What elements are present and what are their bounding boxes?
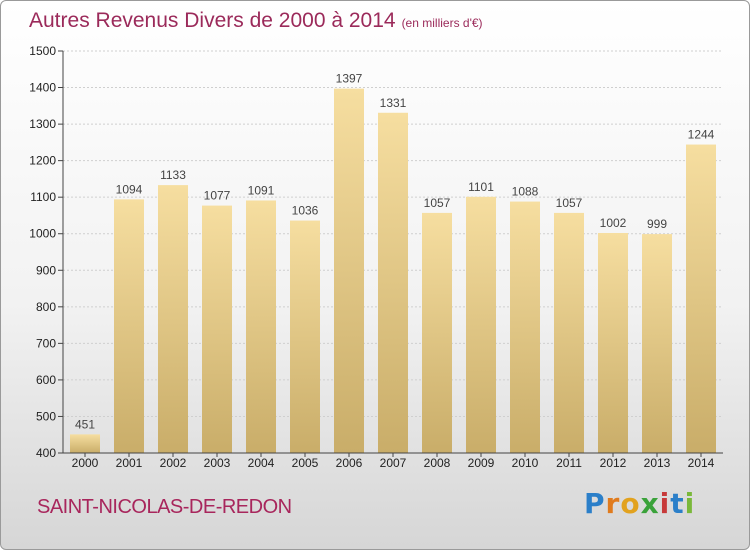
proxiti-logo: Proxiti	[584, 487, 695, 520]
bar-2005	[290, 220, 320, 453]
x-tick-label: 2012	[600, 456, 627, 470]
chart-title: Autres Revenus Divers de 2000 à 2014 (en …	[29, 9, 483, 33]
bar-2007	[378, 112, 408, 454]
data-label: 1331	[380, 96, 407, 110]
data-label: 1057	[424, 196, 451, 210]
x-tick-label: 2014	[688, 456, 715, 470]
y-tick-label: 400	[36, 446, 56, 460]
bar-2013	[642, 234, 672, 453]
data-label: 1094	[116, 182, 143, 196]
x-tick-label: 2002	[160, 456, 187, 470]
logo-letter: i	[659, 487, 671, 520]
place-name: SAINT-NICOLAS-DE-REDON	[37, 496, 292, 518]
bars	[70, 88, 716, 454]
y-tick-label: 1500	[29, 44, 56, 58]
bar-2006	[334, 88, 364, 453]
bar-2011	[554, 212, 584, 453]
y-tick-label: 700	[36, 336, 56, 350]
x-tick-label: 2001	[116, 456, 143, 470]
bar-2001	[114, 199, 144, 453]
logo-letter: P	[584, 487, 606, 520]
x-tick-label: 2008	[424, 456, 451, 470]
axes	[62, 51, 723, 457]
data-label: 999	[647, 217, 667, 231]
data-label: 1091	[248, 183, 275, 197]
x-tick-label: 2007	[380, 456, 407, 470]
bar-2012	[598, 232, 628, 453]
data-label: 451	[75, 417, 95, 431]
data-label: 1133	[160, 168, 186, 182]
chart-subtitle: (en milliers d'€)	[401, 16, 483, 30]
y-tick-label: 1000	[29, 227, 56, 241]
logo-letter: t	[670, 487, 685, 520]
data-label: 1057	[556, 196, 583, 210]
y-tick-label: 1200	[29, 154, 56, 168]
data-label: 1244	[688, 128, 715, 142]
x-tick-label: 2010	[512, 456, 539, 470]
bar-2010	[510, 201, 540, 453]
x-tick-labels: 2000 2001 2002 2003 2004 2005 2006 2007 2008 2009…	[72, 456, 715, 470]
logo-letter: x	[640, 487, 660, 520]
y-tick-label: 900	[36, 263, 56, 277]
data-label: 1101	[468, 180, 494, 194]
y-tick-label: 600	[36, 373, 56, 387]
x-tick-label: 2003	[204, 456, 231, 470]
bar-2009	[466, 196, 496, 454]
y-tick-labels: 400 500 600 700 800 900 1000 1100 1200 1300 1400 15…	[29, 44, 56, 460]
bar-2004	[246, 200, 276, 453]
logo-letter: i	[684, 487, 696, 520]
data-label: 1002	[600, 216, 627, 230]
bar-2002	[158, 185, 188, 453]
y-tick-label: 1100	[30, 190, 56, 204]
logo-letter: o	[620, 487, 641, 520]
logo-letter: r	[605, 487, 621, 520]
x-tick-label: 2009	[468, 456, 495, 470]
chart-title-text: Autres Revenus Divers de 2000 à 2014	[29, 9, 396, 32]
bar-2014	[686, 144, 716, 453]
x-tick-label: 2006	[336, 456, 363, 470]
data-label: 1397	[336, 72, 363, 86]
data-label: 1036	[292, 204, 319, 218]
y-tick-label: 1300	[29, 117, 56, 131]
data-label: 1077	[204, 189, 231, 203]
x-tick-label: 2011	[556, 456, 582, 470]
bar-2008	[422, 212, 452, 453]
y-tick-label: 800	[36, 300, 56, 314]
x-tick-label: 2005	[292, 456, 319, 470]
x-tick-label: 2013	[644, 456, 671, 470]
bar-2000	[70, 434, 100, 453]
y-tick-label: 1400	[29, 81, 56, 95]
x-tick-label: 2000	[72, 456, 99, 470]
x-tick-label: 2004	[248, 456, 275, 470]
bar-2003	[202, 205, 232, 453]
data-label: 1088	[512, 185, 539, 199]
y-tick-label: 500	[36, 409, 56, 423]
data-labels: 451 1094 1133 1077 1091 1036 1397 1331 1057 1101 1…	[75, 72, 715, 432]
